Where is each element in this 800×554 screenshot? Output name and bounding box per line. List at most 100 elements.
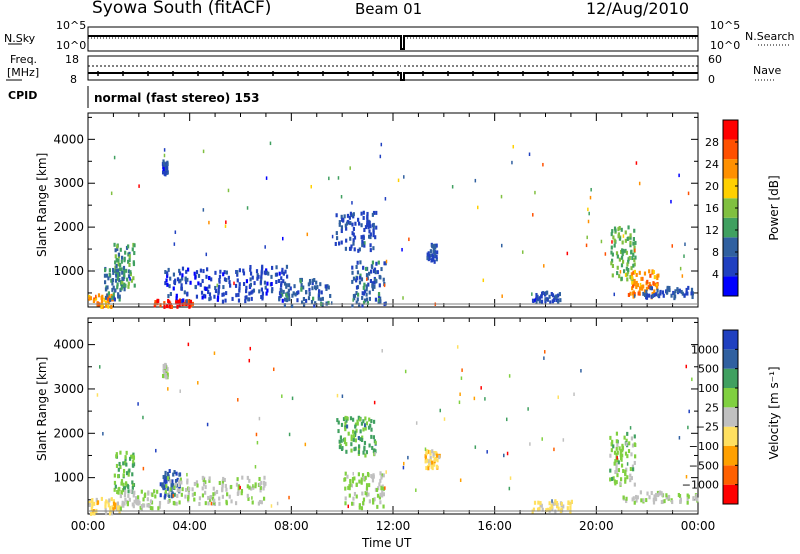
data-cell — [264, 245, 266, 249]
data-cell — [113, 242, 116, 247]
data-cell — [533, 500, 537, 505]
data-cell — [549, 300, 552, 305]
velocity-colorbar-tick-label: −500 — [689, 459, 719, 472]
data-cell — [193, 481, 196, 486]
data-cell — [100, 295, 103, 300]
data-cell — [121, 280, 124, 285]
data-cell — [180, 286, 183, 291]
data-cell — [137, 499, 140, 504]
data-cell — [221, 494, 224, 499]
data-cell — [372, 246, 375, 251]
data-cell — [115, 264, 118, 269]
data-cell — [187, 299, 190, 304]
data-cell — [161, 170, 165, 175]
data-cell — [115, 452, 118, 457]
data-cell — [218, 274, 222, 279]
data-cell — [352, 496, 355, 501]
data-cell — [112, 501, 116, 506]
data-cell — [648, 495, 651, 500]
data-cell — [366, 277, 368, 281]
data-cell — [500, 194, 503, 199]
data-cell — [94, 296, 98, 301]
data-cell — [118, 278, 121, 283]
data-cell — [105, 511, 108, 516]
data-cell — [307, 282, 310, 287]
data-cell — [348, 246, 352, 251]
data-cell — [119, 465, 122, 470]
data-cell — [371, 478, 375, 483]
data-cell — [216, 283, 219, 288]
data-cell — [629, 426, 632, 430]
velocity-colorbar-tick-label: −25 — [696, 421, 719, 434]
data-cell — [208, 476, 211, 481]
data-cell — [257, 501, 260, 506]
data-cell — [610, 245, 613, 250]
data-cell — [378, 482, 381, 487]
data-cell — [687, 191, 690, 196]
data-cell — [177, 479, 181, 484]
data-cell — [628, 441, 631, 446]
data-cell — [193, 497, 196, 502]
data-cell — [247, 496, 250, 501]
mhz-label: [MHz] — [7, 66, 40, 79]
data-cell — [154, 494, 157, 499]
data-cell — [122, 482, 125, 487]
data-cell — [615, 462, 618, 467]
ytick-label: 2000 — [53, 220, 84, 234]
data-cell — [696, 497, 699, 502]
data-cell — [214, 270, 217, 275]
data-cell — [131, 483, 135, 488]
data-cell — [349, 211, 353, 216]
data-cell — [351, 303, 354, 308]
data-cell — [403, 175, 405, 179]
data-cell — [349, 482, 352, 487]
data-cell — [340, 438, 343, 443]
data-cell — [531, 292, 533, 296]
data-cell — [208, 275, 211, 280]
data-cell — [344, 427, 347, 432]
data-cell — [372, 474, 375, 479]
data-cell — [117, 507, 120, 512]
data-cell — [91, 500, 94, 505]
data-cell — [368, 499, 371, 504]
data-cell — [402, 465, 405, 470]
data-cell — [354, 446, 357, 451]
data-cell — [228, 494, 231, 499]
data-cell — [552, 501, 556, 506]
data-cell — [172, 272, 176, 277]
power-colorbar-swatch — [723, 256, 738, 277]
data-cell — [369, 279, 373, 284]
data-cell — [633, 292, 636, 297]
data-cell — [366, 276, 369, 281]
data-cell — [610, 442, 614, 447]
data-cell — [435, 257, 438, 262]
data-cell — [351, 484, 354, 488]
data-cell — [236, 270, 239, 275]
data-cell — [218, 480, 221, 485]
data-cell — [365, 292, 368, 297]
data-cell — [101, 303, 104, 308]
data-cell — [118, 461, 121, 466]
data-cell — [114, 254, 117, 259]
data-cell — [366, 215, 369, 220]
data-cell — [172, 493, 175, 498]
data-cell — [113, 297, 116, 302]
data-cell — [556, 504, 559, 509]
data-cell — [287, 293, 290, 298]
data-cell — [360, 437, 364, 442]
data-cell — [201, 486, 204, 491]
data-cell — [137, 495, 140, 500]
data-cell — [680, 289, 683, 294]
data-cell — [174, 479, 178, 484]
data-cell — [121, 500, 124, 505]
data-cell — [631, 280, 634, 285]
data-cell — [349, 221, 352, 226]
data-cell — [362, 291, 366, 296]
data-cell — [283, 303, 286, 308]
data-cell — [222, 292, 225, 297]
data-cell — [629, 478, 632, 483]
data-cell — [340, 214, 343, 219]
data-cell — [622, 495, 625, 500]
data-cell — [625, 467, 628, 472]
